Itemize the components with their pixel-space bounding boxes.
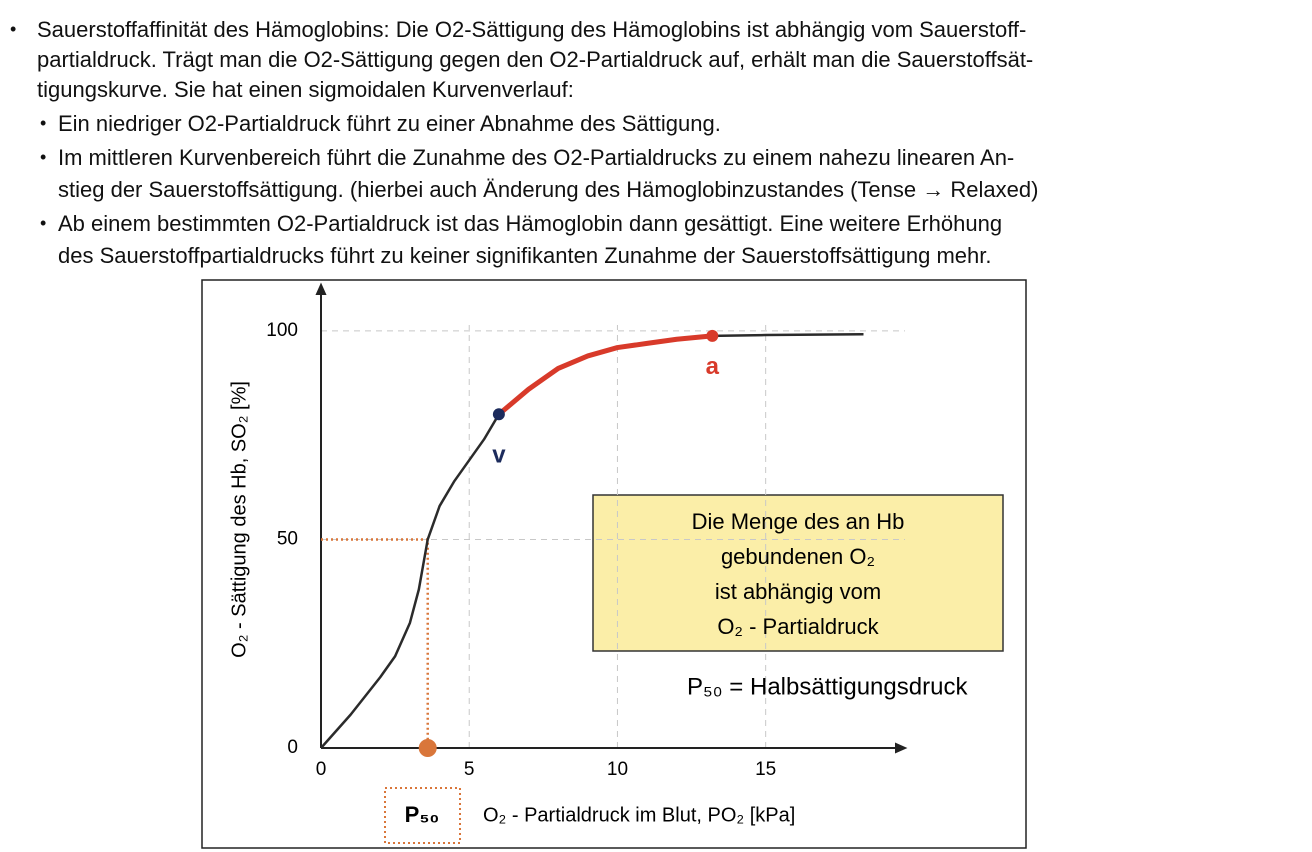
y-tick-label: 50 [277,528,298,549]
bullet-text: tigungskurve. Sie hat einen sigmoidalen … [37,77,574,102]
sub-bullet: • [40,147,47,167]
info-text: Die Menge des an Hb [692,509,905,534]
sub-bullet-text: Ab einem bestimmten O2-Partialdruck ist … [58,211,1003,236]
y-tick-label: 100 [266,320,298,341]
p50-point [418,739,437,757]
y-axis [315,282,327,748]
info-box [592,494,1004,652]
info-text: ist abhängig vom [715,579,881,604]
x-tick-label: 0 [316,759,327,780]
p50-label: P₅₀ [405,802,440,827]
bullet-text: Sauerstoffaffinität des Hämoglobins: Die… [37,17,1027,42]
x-tick-label: 5 [464,759,475,780]
x-tick-label: 15 [755,759,776,780]
curve-point [492,408,505,421]
info-text: O₂ - Partialdruck [717,614,879,639]
point-label: v [492,442,506,469]
bullet: • [10,19,17,39]
bullet-text: partialdruck. Trägt man die O2-Sättigung… [37,47,1034,72]
y-axis-label: O₂ - Sättigung des Hb, SO₂ [%] [228,381,250,658]
sub-bullet-text: Im mittleren Kurvenbereich führt die Zun… [58,145,1015,170]
sub-bullet: • [40,113,47,133]
x-axis-label: O₂ - Partialdruck im Blut, PO₂ [kPa] [483,804,795,826]
x-tick-label: 10 [607,759,628,780]
info-text: gebundenen O₂ [721,544,875,569]
curve [497,333,713,417]
note: P₅₀ = Halbsättigungsdruck [687,673,968,700]
curve-point [706,329,719,342]
point-label: a [706,353,720,380]
sub-bullet: • [40,213,47,233]
sub-bullet-text: stieg der Sauerstoffsättigung. (hierbei … [58,177,1039,202]
y-tick-label: 0 [287,737,298,758]
sub-bullet-text: des Sauerstoffpartialdrucks führt zu kei… [58,243,992,268]
sub-bullet-text: Ein niedriger O2-Partialdruck führt zu e… [58,111,721,136]
x-axis [321,742,908,754]
